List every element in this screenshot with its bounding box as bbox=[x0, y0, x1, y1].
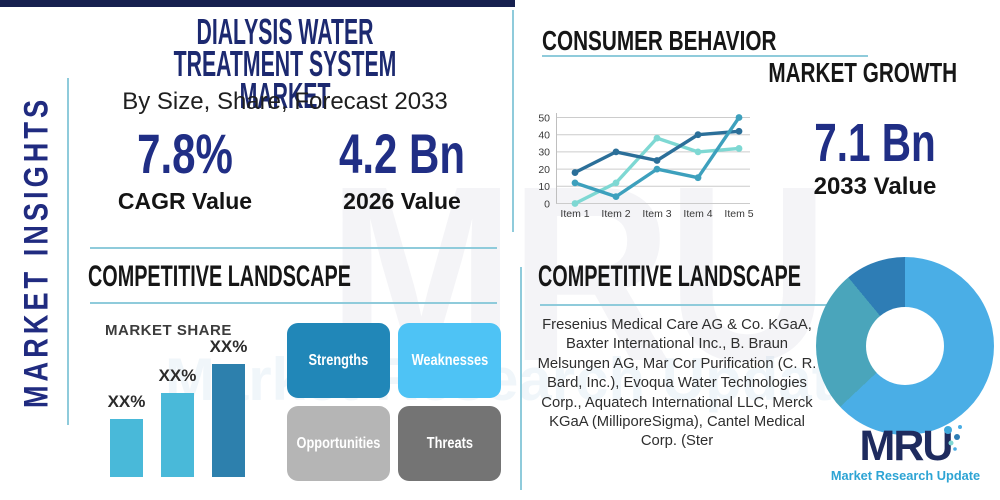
line-chart: 50 40 30 20 10 0 Item 1 Item 2 Item 3 Item 4 Item … bbox=[538, 112, 753, 220]
svg-text:40: 40 bbox=[538, 130, 550, 142]
mru-tagline: Market Research Update bbox=[830, 468, 981, 483]
competitive-landscape-left-text: COMPETITIVE LANDSCAPE bbox=[88, 260, 351, 293]
svg-text:20: 20 bbox=[538, 164, 550, 176]
swot-label: Strengths bbox=[308, 351, 369, 369]
stat-2026: 4.2 Bn 2026 Value bbox=[302, 126, 502, 215]
page-title-line2: MARKET bbox=[239, 75, 331, 116]
mru-logo: MRU Market Research Update bbox=[828, 422, 983, 484]
bar-value-label: XX% bbox=[158, 366, 197, 385]
section-heading-consumer-behavior: CONSUMER BEHAVIOR bbox=[542, 25, 859, 57]
swot-label: Opportunities bbox=[296, 434, 381, 452]
page-title: DIALYSIS WATER TREATMENT SYSTEM MARKET bbox=[138, 11, 433, 116]
svg-text:Item 4: Item 4 bbox=[683, 208, 712, 220]
section-heading-market-growth: MARKET GROWTH bbox=[600, 57, 957, 89]
svg-text:Item 5: Item 5 bbox=[724, 208, 753, 220]
stat-cagr: 7.8% CAGR Value bbox=[90, 126, 280, 215]
swot-box-threats: Threats bbox=[398, 406, 501, 481]
sidebar-vertical-line bbox=[67, 78, 69, 425]
competitive-landscape-left-underline bbox=[90, 302, 497, 304]
divider-bottom-vertical bbox=[520, 267, 522, 490]
competitive-landscape-right-heading: COMPETITIVE LANDSCAPE bbox=[538, 260, 936, 294]
page-subtitle: By Size, Share, Forecast 2033 bbox=[122, 88, 448, 115]
mru-logo-text: MRU bbox=[859, 422, 954, 470]
stat-2026-value: 4.2 Bn bbox=[338, 122, 466, 185]
consumer-behavior-underline bbox=[542, 55, 868, 57]
swot-box-strengths: Strengths bbox=[287, 323, 390, 398]
stat-2033-value: 7.1 Bn bbox=[814, 113, 936, 173]
bar-value-label: XX% bbox=[209, 337, 248, 356]
bar-chart: XX% XX% XX% bbox=[105, 329, 255, 477]
bar bbox=[212, 364, 245, 477]
stat-2026-label: 2026 Value bbox=[343, 188, 461, 214]
svg-text:30: 30 bbox=[538, 147, 550, 159]
top-accent-bar bbox=[0, 0, 515, 7]
svg-text:Item 2: Item 2 bbox=[601, 208, 630, 220]
bar-value-label: XX% bbox=[107, 392, 146, 411]
divider-horizontal-left bbox=[90, 247, 497, 249]
svg-text:10: 10 bbox=[538, 181, 550, 193]
swot-grid: Strengths Weaknesses Opportunities Threats bbox=[287, 323, 501, 481]
sidebar-vertical-label: MARKET INSIGHTS bbox=[17, 95, 56, 409]
watermark-tagline: Market Research Update bbox=[164, 346, 866, 413]
stat-cagr-label: CAGR Value bbox=[117, 188, 253, 214]
svg-text:Item 1: Item 1 bbox=[560, 208, 589, 220]
competitive-landscape-right-text: COMPETITIVE LANDSCAPE bbox=[538, 260, 801, 293]
consumer-behavior-text: CONSUMER BEHAVIOR bbox=[542, 25, 777, 56]
svg-text:0: 0 bbox=[544, 198, 550, 210]
competitive-landscape-right-underline bbox=[540, 304, 850, 306]
market-growth-text: MARKET GROWTH bbox=[768, 57, 957, 88]
bar bbox=[110, 419, 143, 477]
swot-box-weaknesses: Weaknesses bbox=[398, 323, 501, 398]
market-share-label: MARKET SHARE bbox=[105, 322, 232, 339]
stat-2033: 7.1 Bn 2033 Value bbox=[780, 115, 970, 201]
swot-box-opportunities: Opportunities bbox=[287, 406, 390, 481]
page-title-line1: DIALYSIS WATER TREATMENT SYSTEM bbox=[173, 11, 397, 84]
svg-text:50: 50 bbox=[538, 112, 550, 124]
donut-chart bbox=[816, 257, 994, 435]
bar bbox=[161, 393, 194, 477]
stat-cagr-value: 7.8% bbox=[137, 122, 233, 185]
svg-text:Item 3: Item 3 bbox=[642, 208, 671, 220]
divider-top-vertical bbox=[512, 10, 514, 232]
companies-text: Fresenius Medical Care AG & Co. KGaA, Ba… bbox=[537, 317, 817, 450]
swot-label: Threats bbox=[426, 434, 473, 452]
competitive-landscape-left-heading: COMPETITIVE LANDSCAPE bbox=[88, 260, 486, 294]
swot-label: Weaknesses bbox=[411, 351, 488, 369]
stat-2033-label: 2033 Value bbox=[813, 173, 937, 200]
